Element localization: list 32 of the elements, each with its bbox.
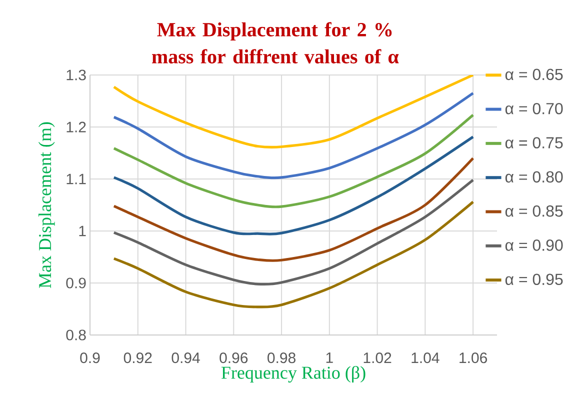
- line-series: [112, 178, 474, 286]
- line-series: [112, 200, 474, 308]
- y-tick-label: 0.9: [66, 278, 86, 288]
- line-series: [112, 92, 474, 180]
- chart-title: Max Displacement for 2 % mass for diffrent values of α: [152, 22, 399, 64]
- line-series: [112, 75, 474, 149]
- line-series: [112, 136, 474, 236]
- x-tick-label: 0.98: [268, 352, 296, 364]
- y-tick-label: 1: [79, 226, 86, 236]
- legend-label: α = 0.85: [505, 205, 563, 217]
- x-tick-label: 1.04: [412, 352, 440, 364]
- y-tick-label: 0.8: [66, 330, 86, 340]
- legend-label: α = 0.65: [505, 68, 563, 80]
- x-tick-label: 0.96: [220, 352, 248, 364]
- y-tick-label: 1.1: [66, 174, 86, 184]
- line-series: [112, 114, 474, 208]
- legend-label: α = 0.90: [505, 240, 563, 251]
- y-axis-title: Max Displacement (m): [38, 122, 55, 288]
- y-tick-label: 1.2: [66, 122, 86, 132]
- x-tick-label: 0.9: [80, 352, 100, 364]
- y-tick-label: 1.3: [66, 70, 86, 80]
- x-tick-label: 1: [326, 352, 333, 363]
- line-series: [112, 156, 474, 262]
- legend-label: α = 0.95: [505, 274, 563, 286]
- x-tick-label: 0.94: [172, 352, 200, 364]
- x-tick-label: 0.92: [124, 352, 152, 364]
- x-axis-title: Frequency Ratio (β): [221, 366, 366, 383]
- x-tick-label: 1.06: [460, 352, 488, 364]
- legend-label: α = 0.80: [505, 171, 563, 183]
- legend-label: α = 0.70: [505, 102, 563, 114]
- x-tick-label: 1.02: [364, 352, 392, 364]
- legend-label: α = 0.75: [505, 137, 563, 148]
